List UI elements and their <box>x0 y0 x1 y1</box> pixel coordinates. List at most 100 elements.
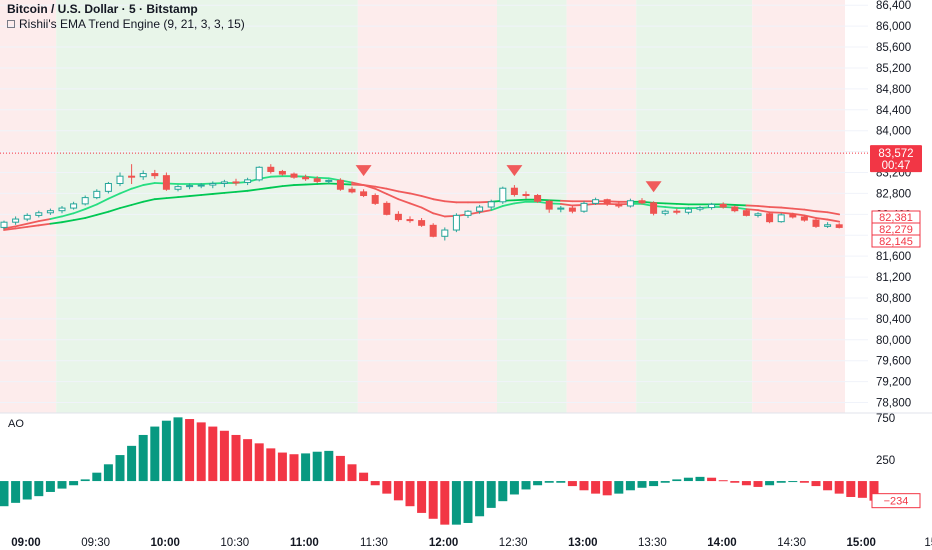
ema-slow-segment <box>281 184 295 188</box>
ao-bar <box>799 481 809 483</box>
ao-bar <box>811 481 821 487</box>
price-axis[interactable]: 86,400 86,000 85,600 85,200 84,800 84,400 84,0… <box>876 0 911 409</box>
ao-axis[interactable]: 750 250 <box>876 413 895 467</box>
ema-slow-segment <box>548 199 562 202</box>
ema-slow-segment <box>211 192 226 195</box>
price-tick-label: 79,600 <box>876 356 911 368</box>
ema-fast-segment <box>768 211 783 214</box>
candle-body <box>464 210 472 216</box>
ao-bar <box>11 481 21 503</box>
candle-body <box>383 202 391 215</box>
ema-slow-segment <box>397 190 411 195</box>
time-axis[interactable]: 09:00 09:30 10:00 10:30 11:00 11:30 12:00 12:30… <box>11 537 932 549</box>
trend-zone-bear <box>0 0 57 413</box>
candle-body <box>476 206 484 212</box>
candle-body <box>650 202 658 214</box>
ema-fast-segment <box>803 214 817 219</box>
ema-fast-segment <box>72 208 87 215</box>
ao-bar <box>440 481 450 525</box>
sell-signal-triangle <box>355 165 372 177</box>
candle-body <box>545 200 553 210</box>
candle-body <box>336 179 344 190</box>
ao-bar <box>498 481 508 502</box>
ema-slow-segment <box>316 182 330 185</box>
candle-body <box>313 178 321 182</box>
ao-bar <box>370 481 380 486</box>
ema-slow-segment <box>188 194 203 197</box>
candle-body <box>186 185 194 188</box>
ao-bar <box>788 481 798 483</box>
candle-body <box>615 203 623 207</box>
ao-bar <box>359 472 369 482</box>
ao-bar <box>567 481 577 487</box>
candle-body <box>441 229 449 237</box>
ao-bar <box>637 481 647 488</box>
ao-bar <box>92 472 102 482</box>
price-tick-label: 84,800 <box>876 84 911 96</box>
candle-body <box>673 210 681 213</box>
price-tick-label: 86,400 <box>876 0 911 12</box>
candle-body <box>499 187 507 203</box>
ema-slow-segment <box>258 186 272 191</box>
candle-body <box>603 199 611 205</box>
ema-slow-segment <box>757 205 771 208</box>
ao-bar <box>521 481 531 490</box>
candle-body <box>557 207 565 210</box>
indicator-legend[interactable]: Rishii's EMA Trend Engine (9, 21, 3, 3, … <box>7 17 245 31</box>
ao-bar <box>591 481 601 494</box>
candle-body <box>568 207 576 212</box>
ema-slow-segment <box>130 200 145 206</box>
ema-fast-segment <box>26 220 40 225</box>
ao-bar <box>324 450 334 482</box>
ema-slow-segment <box>49 221 63 225</box>
ao-bar <box>34 481 44 497</box>
candle-body <box>232 181 240 184</box>
ema-slow-segment <box>165 196 179 200</box>
ao-pane-title[interactable]: AO <box>8 418 24 430</box>
ema-slow-segment <box>246 188 261 192</box>
ema-fast-segment <box>745 208 759 212</box>
ema-fast-segment <box>826 218 841 223</box>
price-tick-label: 80,000 <box>876 335 911 347</box>
ao-bar <box>660 481 670 483</box>
ema-fast-segment <box>84 203 98 211</box>
ao-bar <box>161 420 171 482</box>
sell-signal-triangle <box>506 165 523 177</box>
time-tick-label: 11:00 <box>290 537 319 549</box>
ao-tick-label: 750 <box>876 413 895 425</box>
ema-slow-segment <box>95 210 110 216</box>
candle-body <box>360 191 368 197</box>
indicator-toggle-icon[interactable] <box>7 20 15 28</box>
candle-body <box>522 193 530 197</box>
bar-countdown: 00:47 <box>882 160 911 172</box>
candle-body <box>128 175 136 178</box>
candle-body <box>800 216 808 221</box>
candle-body <box>406 219 414 222</box>
ema-fast-segment <box>49 215 63 220</box>
ema-slow-segment <box>119 204 133 209</box>
candle-body <box>278 170 286 175</box>
ao-bar <box>208 426 218 482</box>
current-price-badge <box>870 145 922 173</box>
ema-slow-segment <box>304 183 319 186</box>
ema-fast-segment <box>397 198 411 205</box>
ao-bar <box>277 452 287 482</box>
ao-bar <box>753 481 763 487</box>
time-tick-label: 10:00 <box>150 537 179 549</box>
ao-bar <box>707 477 717 482</box>
symbol-title[interactable]: Bitcoin / U.S. Dollar · 5 · Bitstamp <box>7 2 198 16</box>
candle-body <box>220 181 228 184</box>
candle-body <box>70 203 78 209</box>
ema-slow-segment <box>153 197 168 201</box>
ema-slow-segment <box>420 195 435 201</box>
candle-body <box>139 173 147 178</box>
ema-fast-segment <box>513 200 527 205</box>
ema-slow-segment <box>409 192 423 197</box>
candle-body <box>197 184 205 187</box>
candle-body <box>789 214 797 218</box>
time-tick-label: 15 <box>924 537 932 549</box>
ema-slow-segment <box>803 208 817 213</box>
ema-fast-segment <box>490 205 504 212</box>
candle-body <box>731 206 739 212</box>
ema-fast-segment <box>3 225 17 230</box>
